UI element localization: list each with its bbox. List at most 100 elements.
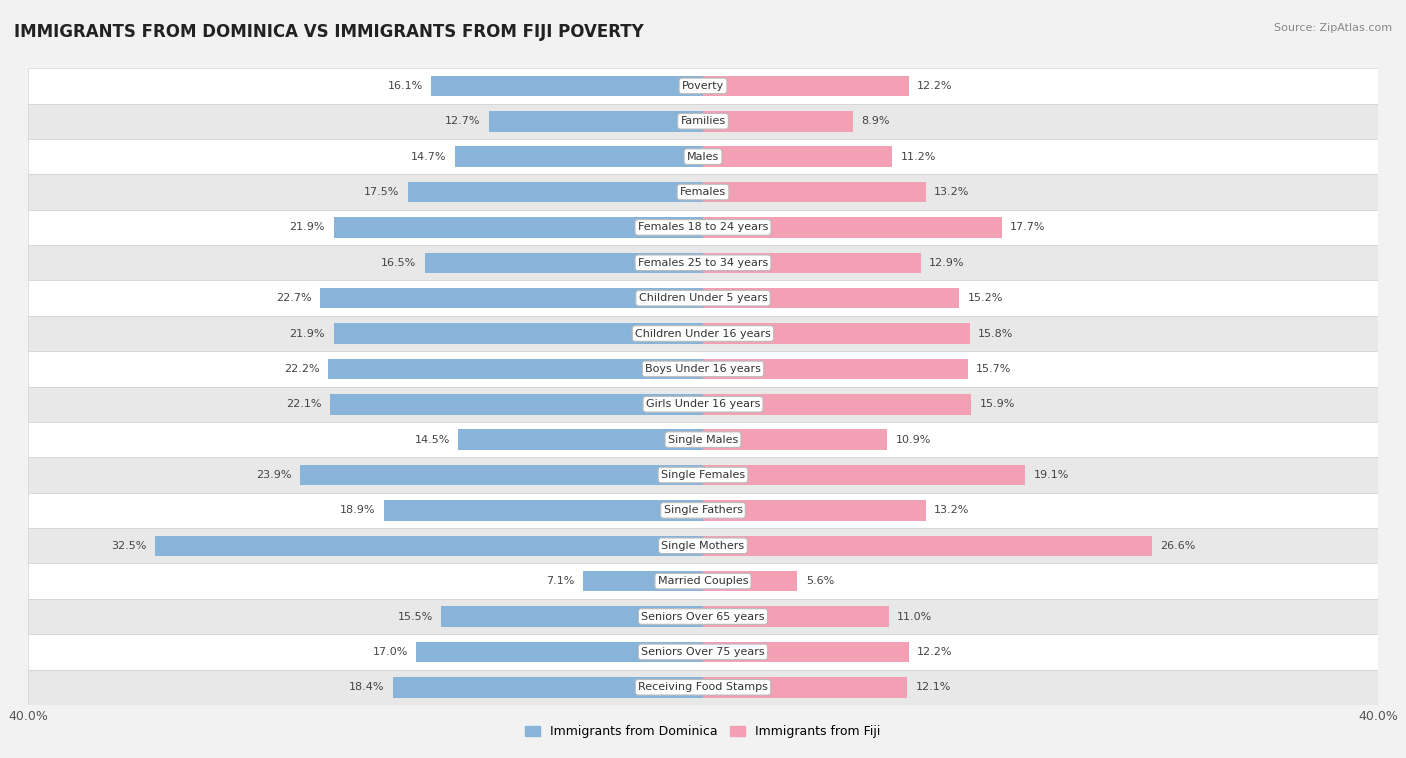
Text: Receiving Food Stamps: Receiving Food Stamps [638,682,768,692]
Text: IMMIGRANTS FROM DOMINICA VS IMMIGRANTS FROM FIJI POVERTY: IMMIGRANTS FROM DOMINICA VS IMMIGRANTS F… [14,23,644,41]
Bar [28,634,1378,669]
Bar [703,182,925,202]
Text: 22.2%: 22.2% [284,364,321,374]
Bar [441,606,703,627]
Text: 23.9%: 23.9% [256,470,291,480]
Text: 11.0%: 11.0% [897,612,932,622]
Text: 12.1%: 12.1% [915,682,950,692]
Text: 11.2%: 11.2% [900,152,936,161]
Text: Males: Males [688,152,718,161]
Bar [299,465,703,485]
Bar [703,217,1001,238]
Text: 18.9%: 18.9% [340,506,375,515]
Bar [28,599,1378,634]
Text: Females 18 to 24 years: Females 18 to 24 years [638,222,768,233]
Bar [703,571,797,591]
Bar [333,217,703,238]
Legend: Immigrants from Dominica, Immigrants from Fiji: Immigrants from Dominica, Immigrants fro… [520,720,886,744]
Bar [703,288,959,309]
Bar [330,394,703,415]
Bar [28,68,1378,104]
Text: 15.5%: 15.5% [398,612,433,622]
Bar [703,111,853,132]
Bar [321,288,703,309]
Text: 32.5%: 32.5% [111,540,146,551]
Bar [28,669,1378,705]
Text: 22.7%: 22.7% [276,293,312,303]
Text: 12.9%: 12.9% [929,258,965,268]
Bar [28,280,1378,316]
Bar [384,500,703,521]
Text: 5.6%: 5.6% [806,576,834,586]
Text: Females 25 to 34 years: Females 25 to 34 years [638,258,768,268]
Text: 10.9%: 10.9% [896,434,931,445]
Bar [703,394,972,415]
Bar [703,429,887,450]
Text: 19.1%: 19.1% [1033,470,1069,480]
Text: 13.2%: 13.2% [934,187,970,197]
Bar [425,252,703,273]
Bar [703,465,1025,485]
Text: 21.9%: 21.9% [290,328,325,339]
Text: 17.5%: 17.5% [364,187,399,197]
Text: Married Couples: Married Couples [658,576,748,586]
Bar [703,359,967,379]
Bar [432,76,703,96]
Text: 12.7%: 12.7% [444,116,481,127]
Text: Seniors Over 75 years: Seniors Over 75 years [641,647,765,657]
Bar [28,174,1378,210]
Bar [703,146,891,167]
Bar [703,606,889,627]
Text: Single Mothers: Single Mothers [661,540,745,551]
Bar [583,571,703,591]
Bar [458,429,703,450]
Bar [28,104,1378,139]
Text: Source: ZipAtlas.com: Source: ZipAtlas.com [1274,23,1392,33]
Bar [28,210,1378,245]
Bar [28,139,1378,174]
Bar [333,323,703,344]
Text: Children Under 5 years: Children Under 5 years [638,293,768,303]
Bar [155,535,703,556]
Bar [489,111,703,132]
Bar [28,351,1378,387]
Bar [703,76,908,96]
Bar [28,245,1378,280]
Text: Boys Under 16 years: Boys Under 16 years [645,364,761,374]
Bar [703,252,921,273]
Text: 22.1%: 22.1% [287,399,322,409]
Text: 15.7%: 15.7% [976,364,1012,374]
Bar [456,146,703,167]
Text: Single Males: Single Males [668,434,738,445]
Text: 17.0%: 17.0% [373,647,408,657]
Text: 15.2%: 15.2% [967,293,1004,303]
Bar [703,641,908,662]
Text: 14.5%: 14.5% [415,434,450,445]
Bar [703,500,925,521]
Bar [703,535,1152,556]
Text: 15.8%: 15.8% [979,328,1014,339]
Text: 26.6%: 26.6% [1160,540,1195,551]
Bar [28,387,1378,422]
Bar [28,563,1378,599]
Text: Families: Families [681,116,725,127]
Bar [28,457,1378,493]
Bar [28,528,1378,563]
Text: Single Fathers: Single Fathers [664,506,742,515]
Text: 16.1%: 16.1% [388,81,423,91]
Text: Girls Under 16 years: Girls Under 16 years [645,399,761,409]
Text: Single Females: Single Females [661,470,745,480]
Bar [28,316,1378,351]
Text: 21.9%: 21.9% [290,222,325,233]
Bar [28,422,1378,457]
Text: 15.9%: 15.9% [980,399,1015,409]
Text: 7.1%: 7.1% [547,576,575,586]
Text: 16.5%: 16.5% [381,258,416,268]
Text: 17.7%: 17.7% [1010,222,1046,233]
Text: 12.2%: 12.2% [917,81,953,91]
Text: Poverty: Poverty [682,81,724,91]
Text: 8.9%: 8.9% [862,116,890,127]
Text: 12.2%: 12.2% [917,647,953,657]
Bar [703,323,970,344]
Bar [703,677,907,697]
